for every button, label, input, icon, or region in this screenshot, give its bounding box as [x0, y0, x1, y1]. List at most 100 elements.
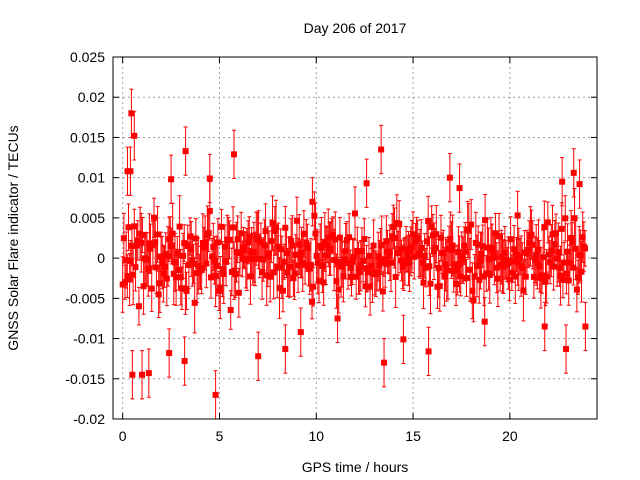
- data-marker: [277, 246, 284, 253]
- data-marker: [396, 220, 403, 227]
- data-marker: [246, 233, 253, 240]
- data-marker: [293, 217, 300, 224]
- data-point: [470, 278, 477, 323]
- data-marker: [131, 132, 138, 139]
- data-marker: [466, 266, 473, 273]
- data-marker: [164, 253, 171, 260]
- data-point: [378, 124, 385, 175]
- data-marker: [178, 285, 185, 292]
- data-marker: [559, 178, 566, 185]
- data-marker: [151, 214, 158, 221]
- data-marker: [309, 198, 316, 205]
- data-marker: [331, 256, 338, 263]
- data-marker: [124, 273, 131, 280]
- data-marker: [471, 273, 478, 280]
- data-point: [456, 163, 463, 213]
- data-point: [582, 301, 589, 352]
- data-marker: [302, 261, 309, 268]
- data-point: [231, 129, 237, 179]
- data-marker: [319, 262, 326, 269]
- data-marker: [433, 231, 440, 238]
- data-marker: [128, 110, 135, 117]
- data-marker: [152, 239, 159, 246]
- data-marker: [550, 263, 557, 270]
- data-marker: [175, 267, 182, 274]
- data-marker: [542, 278, 549, 285]
- data-marker: [231, 267, 238, 274]
- data-marker: [309, 298, 316, 305]
- data-point: [205, 214, 212, 253]
- data-marker: [345, 260, 352, 267]
- data-marker: [320, 279, 327, 286]
- data-marker: [370, 242, 377, 249]
- data-marker: [448, 247, 455, 254]
- data-marker: [139, 231, 146, 238]
- data-marker: [375, 253, 382, 260]
- data-marker: [566, 259, 573, 266]
- data-marker: [418, 245, 425, 252]
- data-marker: [147, 245, 154, 252]
- data-marker: [182, 148, 189, 155]
- data-marker: [181, 240, 188, 247]
- data-marker: [346, 234, 353, 241]
- data-marker: [148, 285, 155, 292]
- data-marker: [127, 168, 134, 175]
- data-marker: [181, 358, 188, 365]
- data-marker: [154, 231, 161, 238]
- y-tick-label: 0.025: [70, 49, 105, 65]
- data-marker: [559, 276, 566, 283]
- data-marker: [428, 223, 435, 230]
- data-marker: [451, 261, 458, 268]
- data-marker: [163, 275, 170, 282]
- data-marker: [454, 267, 461, 274]
- data-marker: [432, 244, 439, 251]
- data-marker: [578, 268, 585, 275]
- data-point: [181, 224, 188, 262]
- data-marker: [530, 273, 537, 280]
- y-tick-label: -0.015: [65, 371, 105, 387]
- data-point: [154, 205, 161, 263]
- data-marker: [190, 260, 197, 267]
- data-marker: [365, 253, 372, 260]
- axis-ticks: -0.02 -0.015 -0.01 -0.005 0 0.005 0.01 0.015 0.0…: [65, 49, 597, 444]
- data-point: [543, 249, 550, 304]
- data-marker: [334, 315, 341, 322]
- data-marker: [379, 288, 386, 295]
- data-marker: [398, 257, 405, 264]
- data-marker: [233, 249, 240, 256]
- data-marker: [463, 274, 470, 281]
- data-point: [282, 324, 289, 374]
- data-marker: [120, 235, 127, 242]
- data-marker: [525, 246, 532, 253]
- data-marker: [257, 238, 264, 245]
- data-point: [581, 230, 588, 267]
- data-marker: [255, 353, 262, 360]
- data-marker: [377, 256, 384, 263]
- data-marker: [217, 284, 224, 291]
- data-marker: [160, 270, 167, 277]
- data-marker: [342, 248, 349, 255]
- data-marker: [543, 273, 550, 280]
- data-marker: [270, 269, 277, 276]
- data-point: [212, 370, 219, 420]
- data-marker: [407, 248, 414, 255]
- data-marker: [368, 263, 375, 270]
- data-point: [433, 205, 440, 264]
- data-marker: [508, 269, 515, 276]
- data-point: [131, 111, 138, 161]
- data-marker: [134, 237, 141, 244]
- data-marker: [252, 255, 259, 262]
- data-point: [523, 229, 530, 278]
- data-marker: [529, 241, 536, 248]
- data-marker: [185, 262, 192, 269]
- data-point: [309, 177, 316, 227]
- data-marker: [126, 276, 133, 283]
- y-tick-label: 0.015: [70, 129, 105, 145]
- data-marker: [191, 299, 198, 306]
- data-point: [569, 222, 576, 263]
- data-point: [576, 159, 583, 209]
- data-marker: [513, 251, 520, 258]
- data-marker: [145, 370, 152, 377]
- data-marker: [526, 240, 533, 247]
